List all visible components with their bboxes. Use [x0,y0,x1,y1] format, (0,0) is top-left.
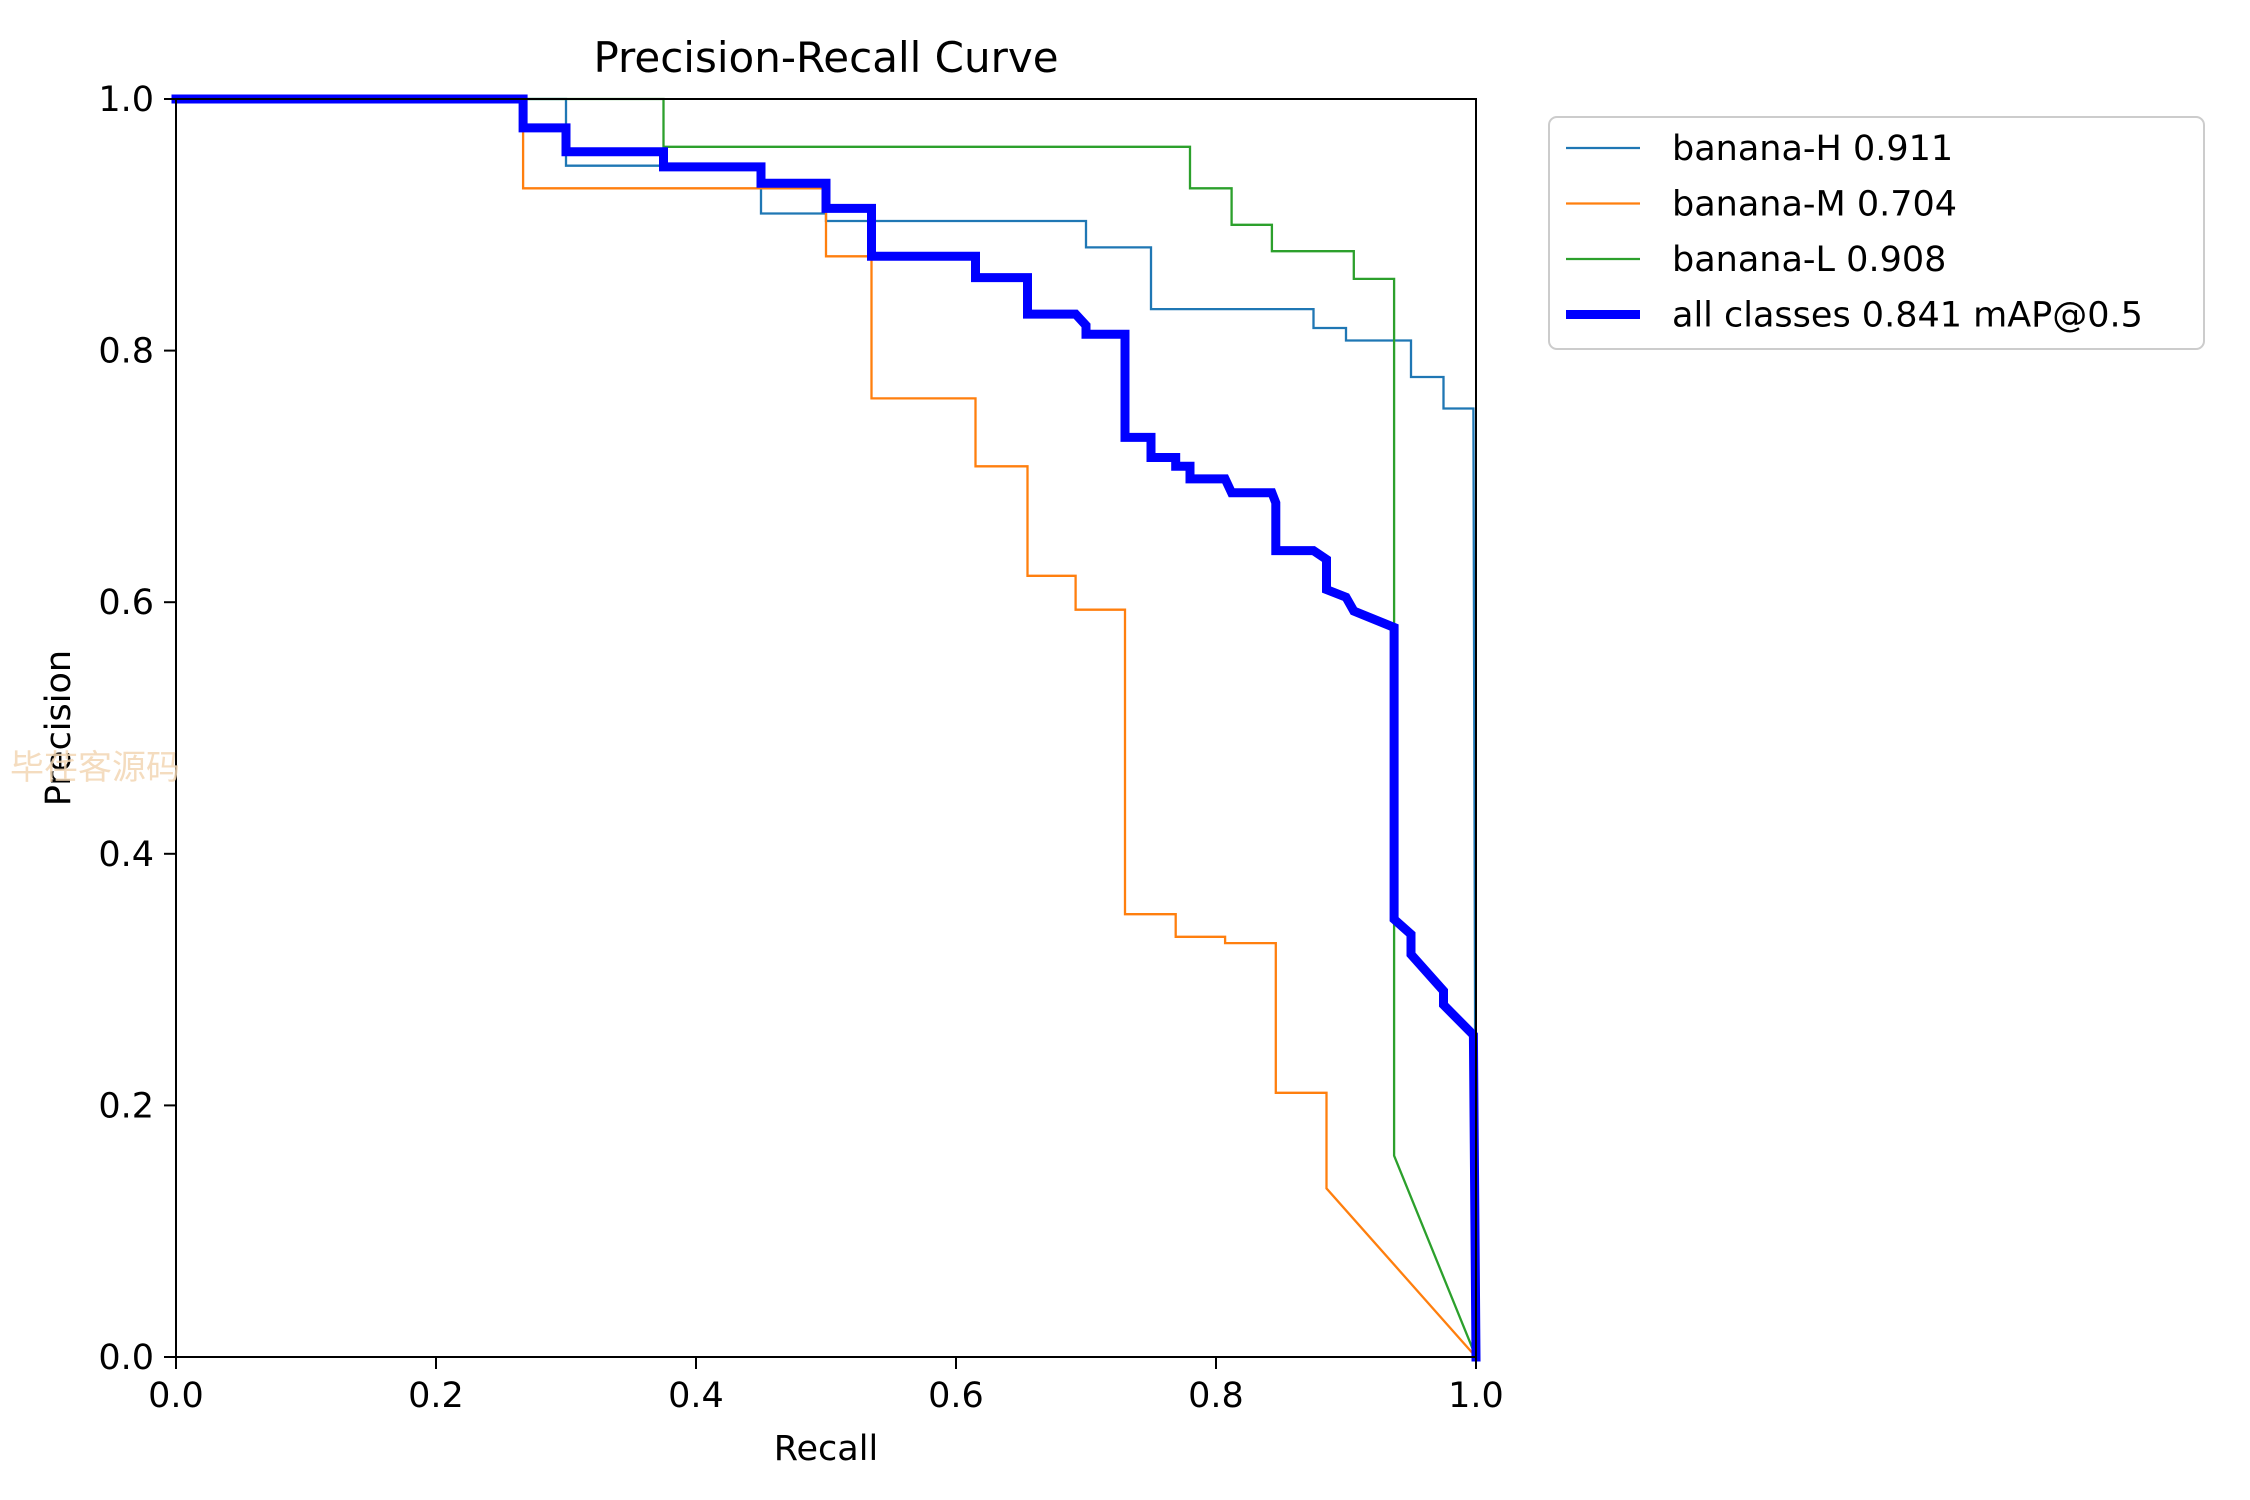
x-tick-label: 0.2 [408,1376,464,1416]
chart-title: Precision-Recall Curve [593,33,1058,82]
x-tick-label: 0.0 [148,1376,204,1416]
legend: banana-H 0.911 banana-M 0.704 banana-L 0.9… [1548,116,2205,350]
legend-label-1: banana-M 0.704 [1672,185,1957,225]
series-layer [171,94,1481,1362]
x-axis: 0.0 0.2 0.4 0.6 0.8 1.0 [148,1357,1504,1416]
y-tick-label: 0.2 [98,1086,154,1126]
y-axis: 0.0 0.2 0.4 0.6 0.8 1.0 [98,80,176,1378]
y-tick-label: 1.0 [98,80,154,120]
series-line-3 [171,94,1481,1362]
x-tick-label: 0.4 [668,1376,724,1416]
series-line-1 [174,97,1478,1359]
y-axis-label: Precision [39,650,79,806]
watermark-text: 毕荏客源码 [10,748,180,788]
plot-frame [175,98,1477,1358]
legend-box [1548,116,2205,350]
y-tick-label: 0.8 [98,332,154,372]
legend-label-0: banana-H 0.911 [1672,129,1953,169]
x-tick-label: 0.8 [1188,1376,1244,1416]
y-tick-label: 0.4 [98,835,154,875]
x-axis-label: Recall [774,1429,878,1469]
series-line-2 [174,97,1478,1359]
legend-label-3: all classes 0.841 mAP@0.5 [1672,296,2143,336]
y-tick-label: 0.0 [98,1338,154,1378]
y-tick-label: 0.6 [98,583,154,623]
x-tick-label: 0.6 [928,1376,984,1416]
x-tick-label: 1.0 [1448,1376,1504,1416]
legend-label-2: banana-L 0.908 [1672,240,1946,280]
legend-entries: banana-H 0.911 banana-M 0.704 banana-L 0.9… [1566,129,2143,336]
